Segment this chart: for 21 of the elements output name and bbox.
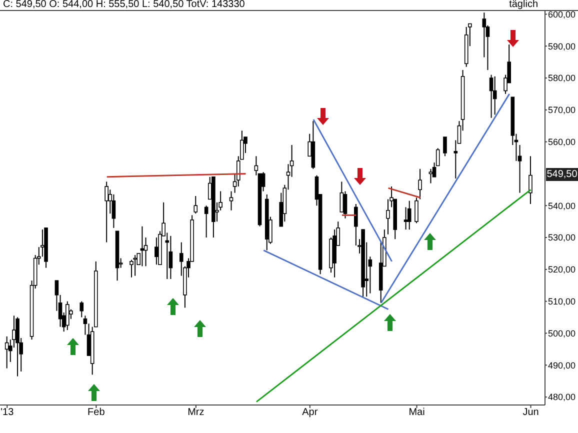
x-tick-label: Mai (408, 407, 425, 418)
y-tick-label: 520,00 (548, 264, 576, 275)
y-tick-label: 600,00 (548, 9, 576, 20)
y-tick-label: 500,00 (548, 328, 576, 338)
x-tick-label: Jun (522, 407, 539, 418)
chart-title: C: 549,50 O: 544,00 H: 555,50 L: 540,50 TotV: 143330 (3, 0, 245, 11)
x-tick-label: '13 (0, 407, 14, 418)
y-tick-label: 590,00 (548, 41, 576, 52)
x-tick-label: Feb (88, 407, 106, 418)
y-tick-label: 570,00 (548, 105, 576, 116)
text: täglich (509, 0, 538, 11)
y-tick-label: 510,00 (548, 296, 576, 307)
x-tick-label: Mrz (188, 407, 204, 418)
y-tick-label: 540,00 (548, 200, 576, 211)
y-tick-label: 480,00 (548, 392, 576, 402)
y-tick-label: 530,00 (548, 232, 576, 243)
y-tick-label: 490,00 (548, 360, 576, 370)
y-tick-label: 560,00 (548, 136, 576, 147)
x-tick-label: Apr (302, 407, 318, 418)
annotation: 549,50 (546, 168, 578, 182)
y-tick-label: 580,00 (548, 73, 576, 84)
